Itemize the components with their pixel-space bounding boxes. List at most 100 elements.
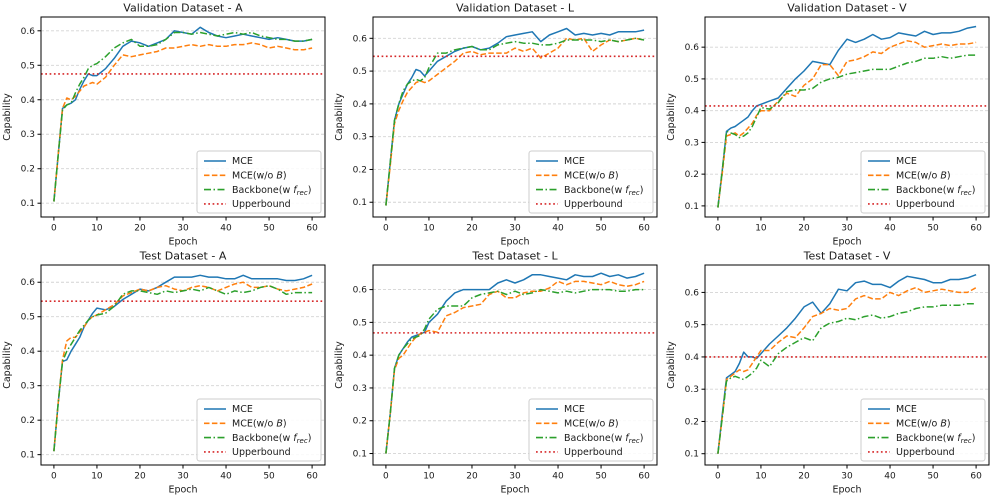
x-tick-label: 60 (638, 224, 650, 234)
legend-label-mce_wo_b: MCE(w/o B) (232, 419, 287, 430)
x-axis-label: Epoch (832, 485, 861, 496)
x-tick-label: 0 (51, 472, 57, 482)
axis-ticks: 0 10 20 30 40 50 60 0.1 0.2 0.3 0.4 0.5 0.6 (21, 27, 318, 234)
x-tick-label: 10 (755, 472, 767, 482)
series-line-backbone (717, 302, 977, 454)
x-tick-label: 20 (466, 472, 478, 482)
y-tick-label: 0.3 (353, 384, 367, 394)
legend-label-mce: MCE (564, 404, 585, 415)
legend: MCE MCE(w/o B) Backbone(w frec​) Upperbound (196, 398, 322, 462)
x-tick-label: 60 (970, 472, 982, 482)
axis-ticks: 0 10 20 30 40 50 60 0.1 0.2 0.3 0.4 0.5 0.6 (685, 43, 982, 233)
x-tick-label: 30 (509, 224, 521, 234)
legend-box (860, 398, 986, 462)
x-tick-label: 40 (884, 472, 896, 482)
y-tick-label: 0.4 (353, 351, 368, 361)
y-axis-label: Capability (334, 341, 345, 389)
legend-box (528, 150, 654, 214)
series-line-backbone (53, 31, 313, 202)
x-tick-label: 0 (383, 224, 389, 234)
y-axis-label: Capability (666, 341, 677, 389)
series-line-backbone (53, 284, 313, 452)
series-line-backbone (385, 37, 645, 206)
legend-box (196, 398, 322, 462)
x-axis-label: Epoch (500, 485, 529, 496)
series-lines (385, 272, 645, 454)
x-tick-label: 10 (423, 224, 435, 234)
x-tick-label: 20 (466, 224, 478, 234)
x-tick-label: 30 (841, 472, 853, 482)
chart-title: Validation Dataset - A (123, 2, 243, 15)
y-tick-label: 0.5 (685, 75, 699, 85)
subplot-validation-a: 0 10 20 30 40 50 60 0.1 0.2 0.3 0.4 0.5 0.6 Validatio… (0, 0, 332, 248)
x-axis-label: Epoch (168, 485, 197, 496)
y-tick-label: 0.2 (685, 417, 699, 427)
x-tick-label: 30 (509, 472, 521, 482)
series-lines (717, 25, 977, 208)
y-tick-label: 0.1 (21, 199, 35, 209)
y-tick-label: 0.6 (685, 288, 700, 298)
series-line-mce (717, 273, 977, 454)
y-tick-label: 0.5 (353, 318, 367, 328)
legend: MCE MCE(w/o B) Backbone(w frec​) Upperbound (860, 398, 986, 462)
y-tick-label: 0.5 (685, 321, 699, 331)
legend-box (196, 150, 322, 214)
y-tick-label: 0.2 (353, 165, 367, 175)
legend-label-mce: MCE (564, 156, 585, 167)
series-line-mce (53, 274, 313, 452)
series-line-mce (717, 25, 977, 208)
y-tick-label: 0.3 (685, 385, 699, 395)
y-tick-label: 0.3 (21, 382, 35, 392)
x-tick-label: 60 (970, 224, 982, 234)
legend-label-backbone: Backbone(w frec​) (896, 433, 975, 445)
x-tick-label: 40 (884, 224, 896, 234)
x-tick-label: 10 (755, 224, 767, 234)
y-tick-label: 0.2 (685, 170, 699, 180)
y-axis-label: Capability (666, 93, 677, 141)
legend: MCE MCE(w/o B) Backbone(w frec​) Upperbound (196, 150, 322, 214)
y-tick-label: 0.3 (353, 133, 367, 143)
y-tick-label: 0.4 (21, 96, 36, 106)
y-tick-label: 0.2 (353, 417, 367, 427)
y-tick-label: 0.4 (685, 353, 700, 363)
legend-label-backbone: Backbone(w frec​) (564, 185, 643, 197)
x-tick-label: 40 (220, 224, 232, 234)
x-tick-label: 30 (177, 472, 189, 482)
y-tick-label: 0.3 (685, 138, 699, 148)
y-tick-label: 0.4 (685, 107, 700, 117)
y-tick-label: 0.5 (353, 67, 367, 77)
y-tick-label: 0.6 (353, 286, 368, 296)
x-tick-label: 50 (927, 224, 939, 234)
legend-box (528, 398, 654, 462)
legend-label-upperbound: Upperbound (564, 447, 623, 458)
x-tick-label: 50 (595, 472, 607, 482)
series-lines (717, 273, 977, 454)
chart-validation-l: 0 10 20 30 40 50 60 0.1 0.2 0.3 0.4 0.5 0.6 Validatio… (334, 2, 658, 248)
legend: MCE MCE(w/o B) Backbone(w frec​) Upperbound (528, 398, 654, 462)
legend-box (860, 150, 986, 214)
series-line-mce_wo_b (53, 42, 313, 202)
legend-label-upperbound: Upperbound (232, 199, 291, 210)
legend-label-mce_wo_b: MCE(w/o B) (564, 171, 619, 182)
x-tick-label: 30 (177, 224, 189, 234)
legend-label-mce_wo_b: MCE(w/o B) (564, 419, 619, 430)
y-axis-label: Capability (2, 93, 13, 141)
series-line-backbone (717, 54, 977, 208)
series-line-backbone (385, 288, 645, 454)
y-tick-label: 0.5 (21, 313, 35, 323)
x-tick-label: 30 (841, 224, 853, 234)
y-tick-label: 0.6 (21, 278, 36, 288)
legend: MCE MCE(w/o B) Backbone(w frec​) Upperbound (528, 150, 654, 214)
x-tick-label: 20 (798, 472, 810, 482)
y-axis-label: Capability (2, 341, 13, 389)
chart-test-v: 0 10 20 30 40 50 60 0.1 0.2 0.3 0.4 0.5 0.6 Test Data… (666, 250, 990, 496)
subplot-test-a: 0 10 20 30 40 50 60 0.1 0.2 0.3 0.4 0.5 0.6 Test Data… (0, 248, 332, 496)
legend-label-backbone: Backbone(w frec​) (896, 185, 975, 197)
y-tick-label: 0.1 (21, 451, 35, 461)
y-tick-label: 0.6 (21, 27, 36, 37)
x-tick-label: 40 (552, 472, 564, 482)
subplot-test-l: 0 10 20 30 40 50 60 0.1 0.2 0.3 0.4 0.5 0.6 Test Data… (332, 248, 664, 496)
series-lines (53, 26, 313, 202)
y-tick-label: 0.4 (21, 347, 36, 357)
chart-title: Test Dataset - A (139, 250, 227, 263)
